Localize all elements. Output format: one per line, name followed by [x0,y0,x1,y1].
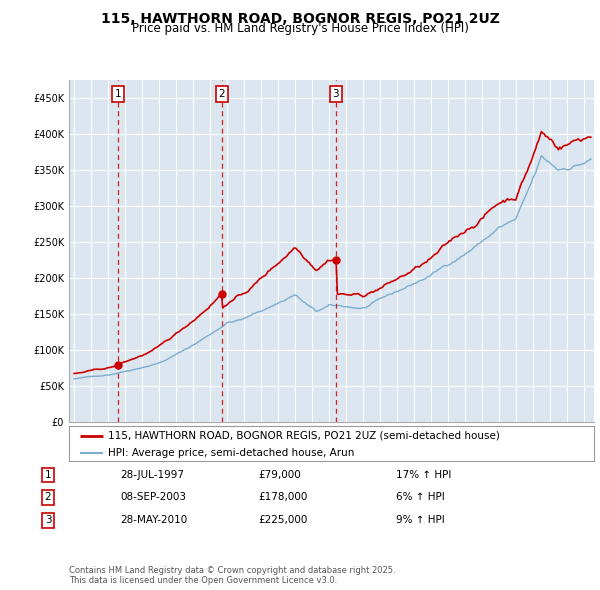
Text: 28-MAY-2010: 28-MAY-2010 [120,516,187,525]
Text: £178,000: £178,000 [258,493,307,502]
Text: 115, HAWTHORN ROAD, BOGNOR REGIS, PO21 2UZ: 115, HAWTHORN ROAD, BOGNOR REGIS, PO21 2… [101,12,499,26]
Text: 08-SEP-2003: 08-SEP-2003 [120,493,186,502]
Text: 1: 1 [115,89,121,99]
Text: Contains HM Land Registry data © Crown copyright and database right 2025.
This d: Contains HM Land Registry data © Crown c… [69,566,395,585]
Text: 3: 3 [44,516,52,525]
Text: 28-JUL-1997: 28-JUL-1997 [120,470,184,480]
Text: 115, HAWTHORN ROAD, BOGNOR REGIS, PO21 2UZ (semi-detached house): 115, HAWTHORN ROAD, BOGNOR REGIS, PO21 2… [109,431,500,441]
Text: HPI: Average price, semi-detached house, Arun: HPI: Average price, semi-detached house,… [109,448,355,457]
Text: £79,000: £79,000 [258,470,301,480]
Text: 3: 3 [332,89,339,99]
Text: 1: 1 [44,470,52,480]
Text: 2: 2 [44,493,52,502]
Text: 9% ↑ HPI: 9% ↑ HPI [396,516,445,525]
Text: 17% ↑ HPI: 17% ↑ HPI [396,470,451,480]
Text: 6% ↑ HPI: 6% ↑ HPI [396,493,445,502]
Text: £225,000: £225,000 [258,516,307,525]
Text: 2: 2 [218,89,225,99]
Text: Price paid vs. HM Land Registry's House Price Index (HPI): Price paid vs. HM Land Registry's House … [131,22,469,35]
